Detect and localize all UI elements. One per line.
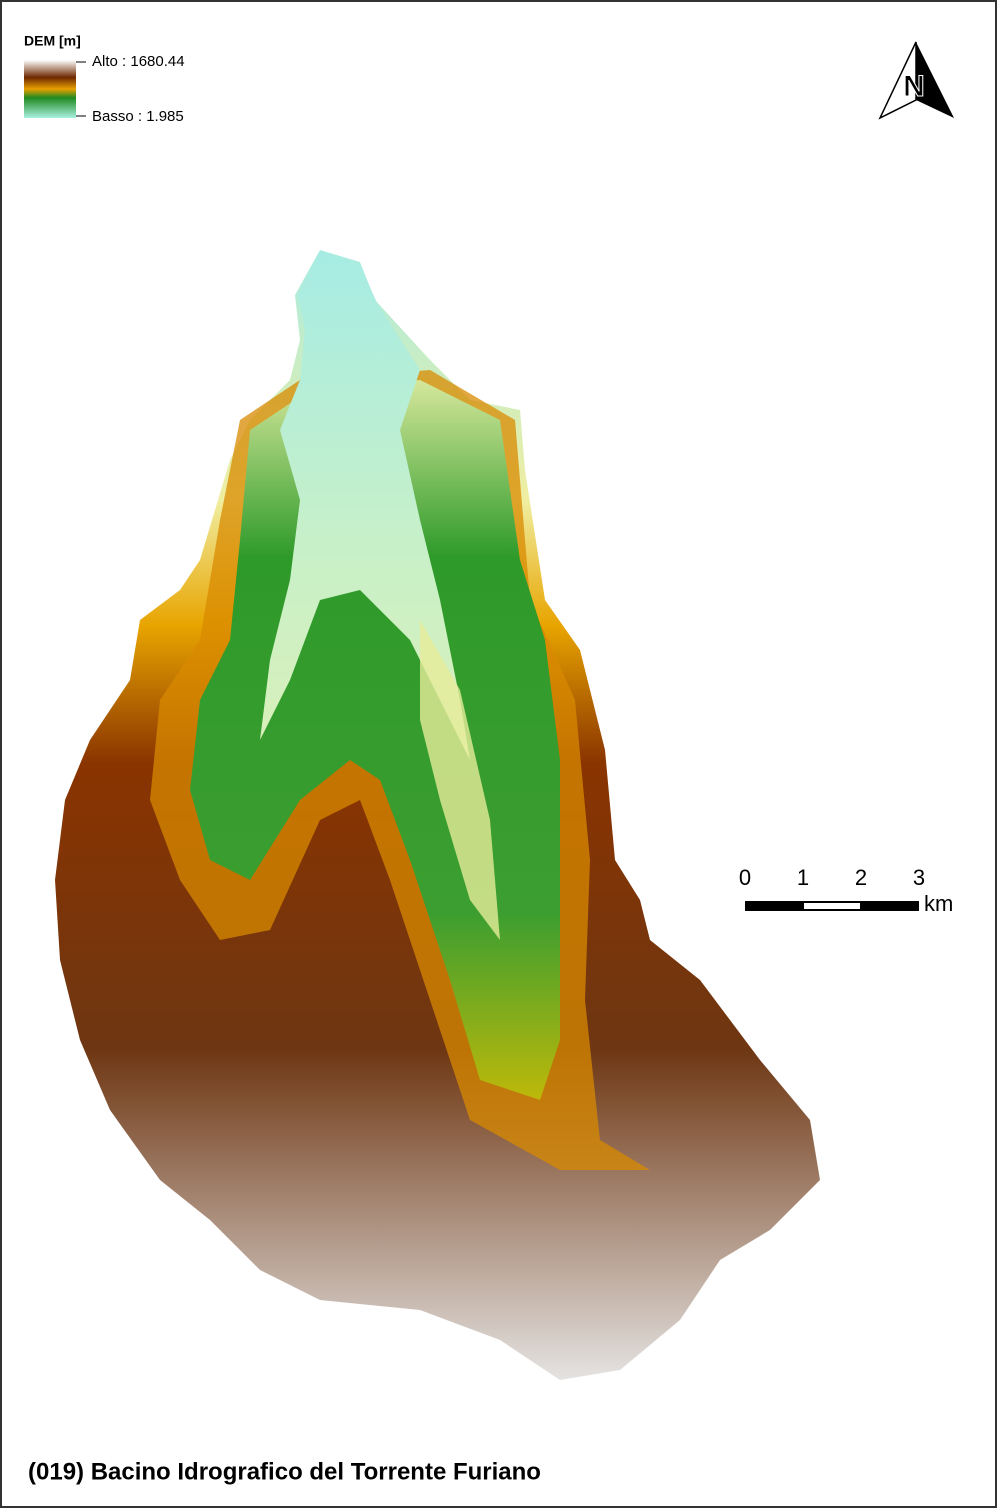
scale-tick-label: 1 [797, 865, 809, 890]
scale-tick-label: 2 [855, 865, 867, 890]
north-label: N [903, 70, 925, 103]
map-title: (019) Bacino Idrografico del Torrente Fu… [28, 1458, 541, 1485]
legend-title: DEM [m] [24, 33, 81, 49]
legend-low: Basso : 1.985 [92, 108, 184, 125]
scale-tick-label: 3 [913, 865, 925, 890]
scale-tick-label: 0 [739, 865, 751, 890]
legend-ramp [24, 60, 76, 118]
page: DEM [m] Alto : 1680.44 Basso : 1.985 N k… [0, 0, 997, 1508]
legend-high: Alto : 1680.44 [92, 53, 185, 70]
scale-unit: km [924, 891, 953, 916]
map: DEM [m] Alto : 1680.44 Basso : 1.985 N k… [0, 0, 997, 1508]
scale-segment [804, 903, 860, 909]
